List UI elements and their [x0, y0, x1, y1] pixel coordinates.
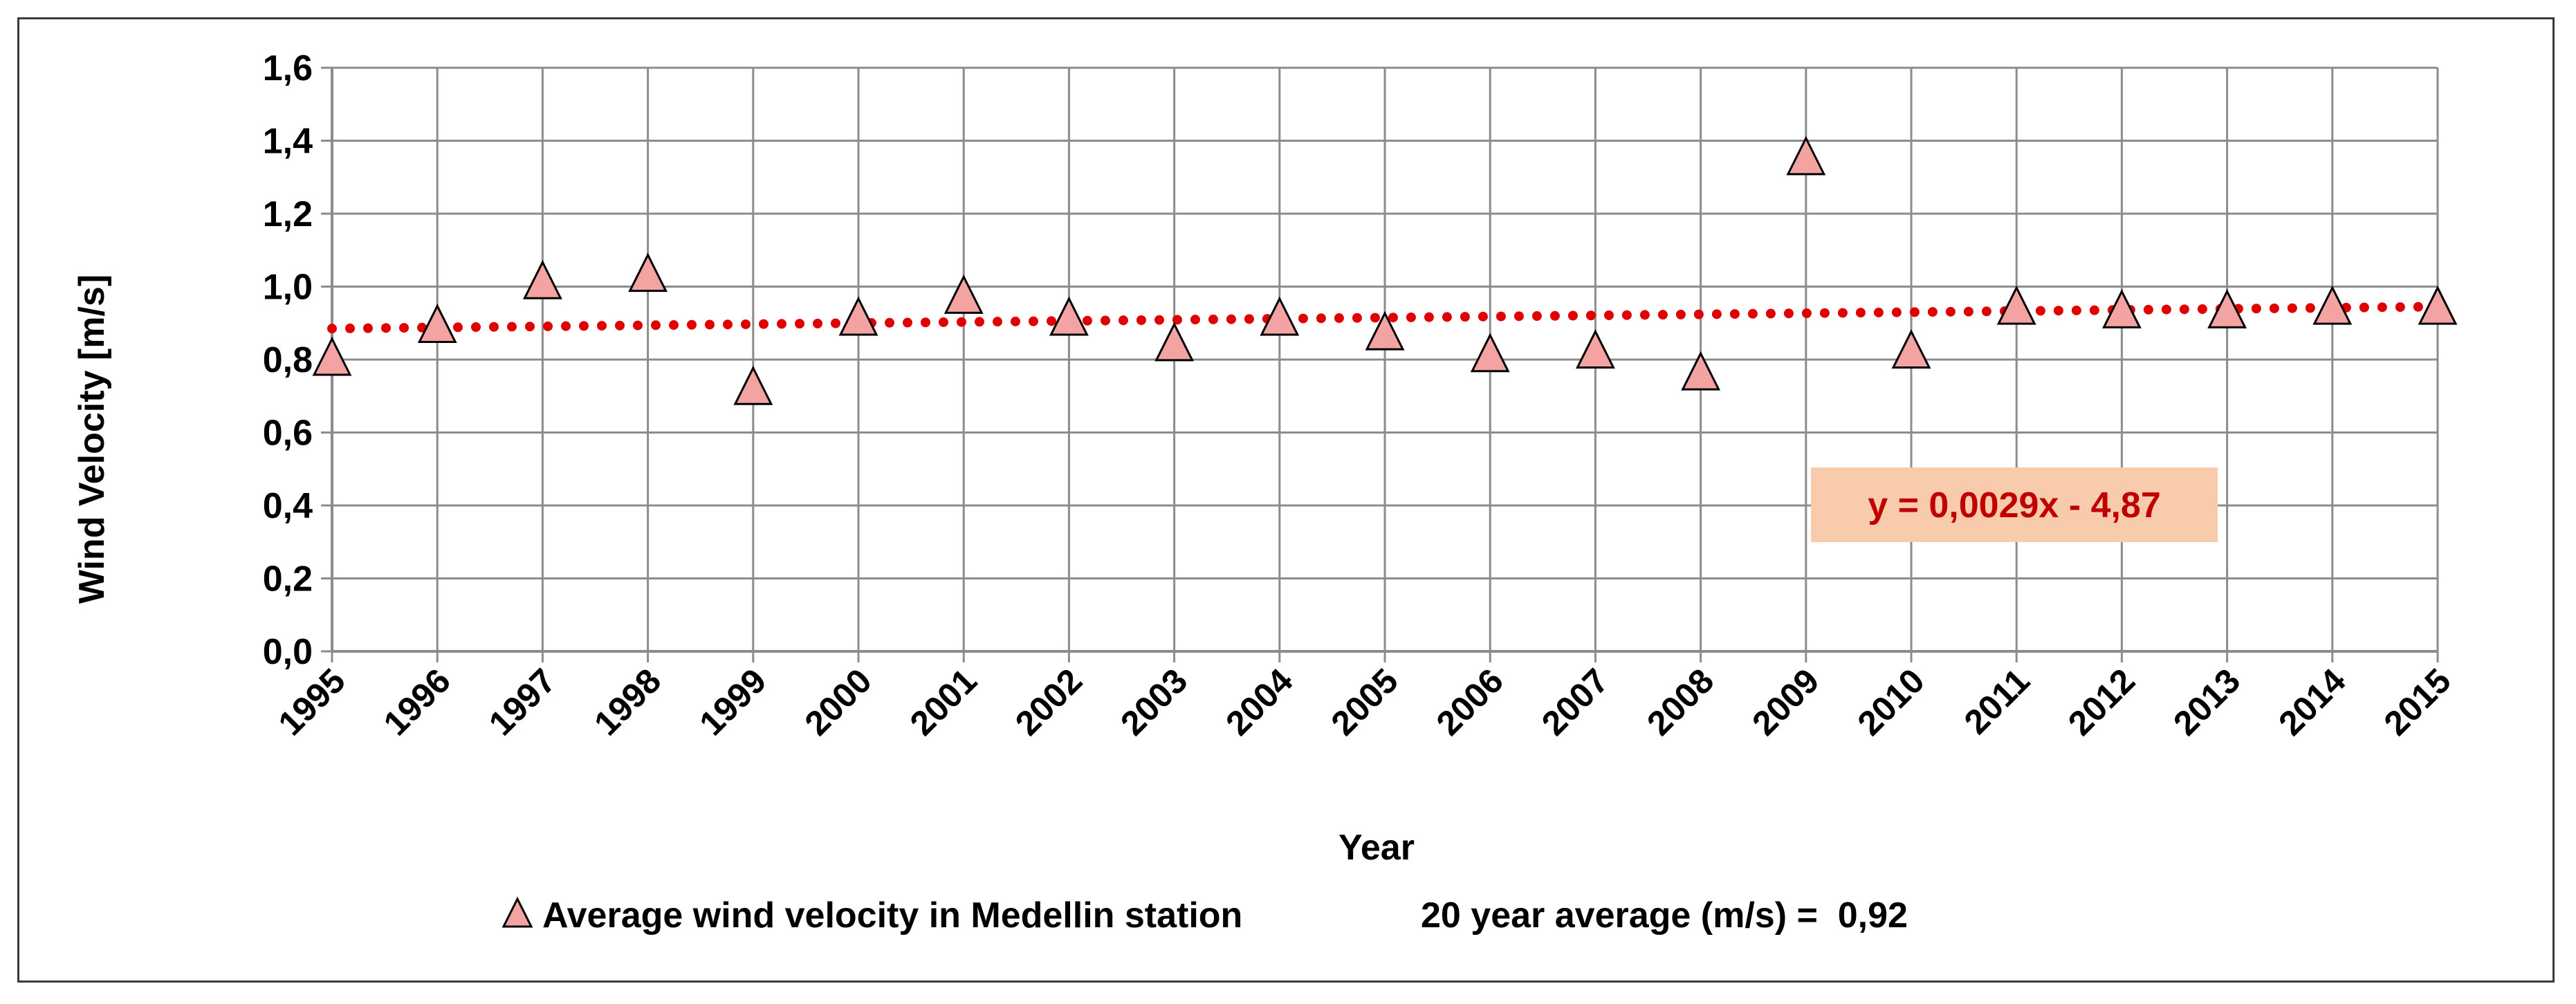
- data-point-triangle: [1996, 285, 2036, 325]
- data-point-triangle: [522, 259, 562, 299]
- data-point-triangle: [2101, 289, 2142, 328]
- y-axis-ticks: 0,0 0,2 0,4 0,6 0,8 1,0 1,2 1,4 1,6: [263, 48, 313, 672]
- y-tick-label: 0,2: [263, 559, 313, 599]
- x-tick-label: 2014: [2271, 661, 2353, 743]
- x-tick-label: 2000: [798, 661, 879, 743]
- legend-series-label: Average wind velocity in Medellin statio…: [542, 895, 1242, 936]
- data-point-triangle: [2418, 285, 2458, 325]
- data-point-triangle: [2312, 285, 2353, 325]
- x-tick-label: 2013: [2166, 661, 2247, 743]
- x-tick-label: 2011: [1957, 661, 2037, 741]
- x-tick-label: 2012: [2061, 661, 2142, 743]
- trendline-equation-label: y = 0,0029x - 4,87: [1811, 467, 2218, 542]
- x-tick-label: 2008: [1639, 661, 1721, 743]
- y-tick-label: 0,0: [263, 632, 313, 672]
- x-axis-label: Year: [1338, 828, 1415, 868]
- data-point-triangle: [1575, 329, 1615, 369]
- x-tick-label: 2005: [1324, 661, 1406, 743]
- data-point-triangle: [838, 296, 878, 336]
- data-point-triangle: [1786, 136, 1826, 176]
- legend-triangle-marker: [502, 896, 533, 928]
- x-tick-label: 2009: [1745, 661, 1826, 743]
- x-tick-label: 2003: [1113, 661, 1195, 743]
- data-point-triangle: [944, 274, 984, 314]
- chart-frame: 0,0 0,2 0,4 0,6 0,8 1,0 1,2 1,4 1,6 1995 1996 1997…: [17, 17, 2555, 983]
- x-tick-label: 2007: [1534, 661, 1616, 743]
- x-tick-label: 1996: [376, 661, 458, 743]
- data-point-triangle: [1049, 296, 1089, 336]
- data-point-triangle: [628, 252, 668, 292]
- y-tick-label: 0,6: [263, 413, 313, 454]
- y-tick-label: 0,8: [263, 340, 313, 380]
- wind-velocity-chart: 0,0 0,2 0,4 0,6 0,8 1,0 1,2 1,4 1,6 1995 1996 1997…: [72, 48, 2458, 936]
- x-tick-label: 1997: [481, 661, 563, 743]
- data-points: [312, 136, 2458, 405]
- grid: [321, 66, 2439, 662]
- x-axis-ticks: 1995 1996 1997 1998 1999 2000 2001 2002 2003 2004…: [271, 661, 2458, 743]
- data-point-triangle: [2207, 289, 2247, 328]
- data-point-triangle: [1154, 322, 1195, 362]
- y-tick-label: 0,4: [263, 486, 313, 526]
- data-point-triangle: [312, 336, 352, 376]
- trendline-equation: y = 0,0029x - 4,87: [1868, 485, 2161, 526]
- legend: Average wind velocity in Medellin statio…: [502, 895, 1908, 936]
- y-tick-label: 1,2: [263, 194, 313, 234]
- data-point-triangle: [1365, 310, 1405, 351]
- y-tick-label: 1,6: [263, 48, 313, 89]
- legend-average-text: 20 year average (m/s) = 0,92: [1421, 895, 1908, 936]
- data-point-triangle: [1470, 333, 1510, 373]
- data-point-triangle: [417, 304, 457, 344]
- x-tick-label: 2015: [2377, 661, 2458, 743]
- y-tick-label: 1,4: [263, 122, 313, 162]
- x-tick-label: 1998: [587, 661, 668, 743]
- x-tick-label: 2002: [1008, 661, 1089, 743]
- data-point-triangle: [733, 365, 773, 405]
- x-tick-label: 1999: [692, 661, 773, 743]
- y-tick-label: 1,0: [263, 268, 313, 308]
- y-axis-label: Wind Velocity [m/s]: [72, 275, 112, 604]
- x-tick-label: 2001: [903, 661, 984, 743]
- data-point-triangle: [1891, 329, 1931, 369]
- data-point-triangle: [1681, 351, 1721, 391]
- x-tick-label: 2006: [1429, 661, 1511, 743]
- data-point-triangle: [1260, 296, 1300, 336]
- x-tick-label: 2004: [1218, 661, 1300, 743]
- x-tick-label: 1995: [271, 661, 353, 743]
- x-tick-label: 2010: [1850, 661, 1932, 743]
